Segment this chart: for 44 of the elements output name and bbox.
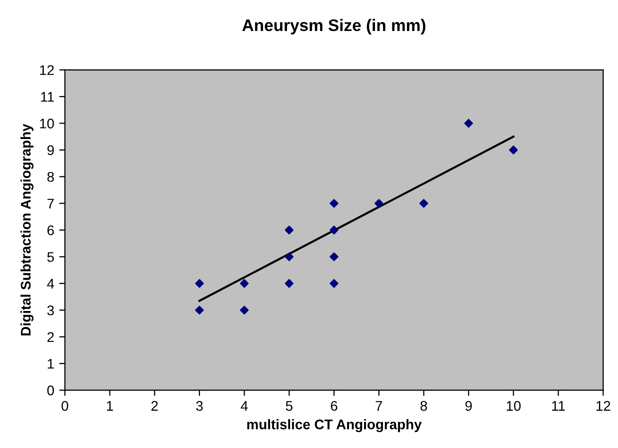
point: [284, 226, 294, 234]
x-tick-label: 8: [420, 400, 427, 411]
y-tick-label: 11: [41, 92, 54, 102]
x-tick-label: 12: [596, 400, 610, 411]
y-tick-label: 0: [47, 386, 54, 396]
x-tick-label: 2: [151, 400, 158, 411]
x-tick-label: 5: [286, 401, 292, 411]
x-tick-label: 7: [376, 401, 382, 411]
x-tick-label: 6: [330, 400, 338, 411]
y-tick-label: 10: [40, 118, 54, 128]
point: [284, 252, 294, 262]
y-axis-title: Digital Subtraction Angiography: [20, 124, 34, 336]
point: [284, 279, 294, 288]
point: [509, 146, 518, 154]
x-tick-label: 9: [465, 400, 472, 411]
point: [330, 252, 338, 262]
x-tick-label: 0: [62, 400, 68, 411]
x-tick-label: 11: [552, 401, 565, 411]
x-tick-label: 3: [196, 400, 203, 411]
y-tick-label: 12: [40, 65, 54, 75]
x-tick-label: 1: [106, 401, 113, 411]
point: [464, 118, 473, 128]
point: [240, 306, 249, 314]
y-tick-label: 1: [48, 358, 54, 369]
y-tick-label: 7: [47, 198, 54, 208]
y-tick-label: 4: [47, 278, 54, 288]
point: [374, 198, 384, 208]
x-axis-title: multislice CT Angiography: [247, 419, 422, 432]
y-tick-label: 2: [47, 332, 54, 342]
y-tick-label: 6: [47, 225, 54, 236]
y-tick-label: 3: [47, 305, 54, 316]
point: [330, 279, 338, 288]
point: [240, 279, 249, 288]
point: [195, 306, 204, 314]
x-tick-label: 10: [506, 400, 521, 411]
point: [330, 226, 338, 234]
y-tick-label: 5: [47, 252, 54, 262]
y-tick-label: 9: [47, 145, 54, 156]
point: [330, 198, 338, 208]
x-tick-label: 4: [240, 401, 248, 411]
chart-title: Aneurysm Size (in mm): [242, 18, 426, 34]
y-tick-label: 8: [47, 172, 54, 182]
point: [419, 198, 428, 208]
point: [195, 279, 204, 288]
